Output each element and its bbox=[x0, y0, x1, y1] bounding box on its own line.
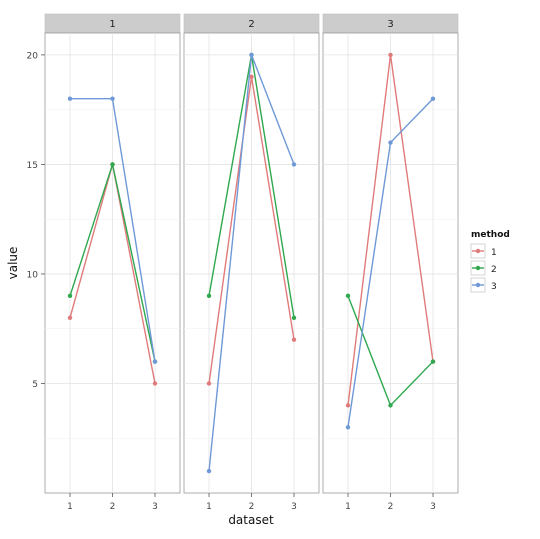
data-point-panel3-method3-x2 bbox=[388, 140, 393, 145]
data-point-panel3-method2-x2 bbox=[388, 403, 393, 408]
data-point-panel3-method3-x3 bbox=[430, 96, 436, 101]
facet-strip-label-1: 1 bbox=[109, 19, 115, 30]
x-tick-label-3-2: 2 bbox=[388, 502, 394, 512]
x-tick-label-2-2: 2 bbox=[249, 502, 255, 512]
y-tick-label-1: 5 bbox=[32, 380, 38, 390]
y-axis-title: value bbox=[6, 247, 20, 280]
y-tick-label-4: 20 bbox=[27, 51, 39, 61]
data-point-panel1-method1-x1 bbox=[67, 315, 73, 320]
legend-label-3: 3 bbox=[491, 282, 497, 292]
data-point-panel3-method1-x1 bbox=[345, 403, 351, 408]
data-point-panel1-method1-x3 bbox=[152, 381, 158, 386]
x-tick-label-1-1: 1 bbox=[67, 502, 73, 512]
data-point-panel3-method2-x3 bbox=[430, 359, 436, 364]
facet-strip-label-3: 3 bbox=[387, 19, 393, 30]
data-point-panel2-method3-x1 bbox=[206, 468, 212, 474]
legend-label-2: 2 bbox=[491, 265, 497, 275]
data-point-panel2-method1-x3 bbox=[291, 337, 297, 342]
x-tick-label-1-2: 2 bbox=[110, 502, 116, 512]
data-point-panel2-method1-x2 bbox=[249, 74, 254, 80]
data-point-panel2-method2-x3 bbox=[291, 315, 297, 320]
data-point-panel2-method1-x1 bbox=[206, 381, 212, 386]
data-point-panel1-method3-x2 bbox=[110, 96, 115, 101]
x-tick-label-3-3: 3 bbox=[430, 502, 436, 512]
data-point-panel1-method2-x2 bbox=[110, 162, 115, 167]
data-point-panel3-method2-x1 bbox=[345, 293, 351, 299]
legend-title: method bbox=[471, 230, 510, 240]
legend-key-point-1 bbox=[475, 248, 481, 254]
legend-label-1: 1 bbox=[491, 248, 497, 258]
x-tick-label-3-1: 1 bbox=[345, 502, 351, 512]
x-tick-label-2-1: 1 bbox=[206, 502, 212, 512]
x-tick-label-2-3: 3 bbox=[291, 502, 297, 512]
data-point-panel3-method1-x2 bbox=[388, 52, 393, 58]
y-tick-label-3: 15 bbox=[27, 161, 38, 171]
data-point-panel2-method3-x3 bbox=[291, 162, 297, 167]
x-axis-title: dataset bbox=[228, 513, 274, 527]
data-point-panel1-method3-x3 bbox=[152, 359, 158, 364]
y-tick-label-2: 10 bbox=[27, 270, 39, 280]
x-tick-label-1-3: 3 bbox=[152, 502, 158, 512]
legend-key-point-2 bbox=[475, 265, 481, 271]
data-point-panel3-method3-x1 bbox=[345, 425, 351, 430]
data-point-panel1-method2-x1 bbox=[67, 293, 73, 299]
data-point-panel2-method2-x1 bbox=[206, 293, 212, 299]
facet-strip-label-2: 2 bbox=[248, 19, 254, 30]
legend-key-point-3 bbox=[475, 282, 481, 288]
data-point-panel2-method3-x2 bbox=[249, 52, 254, 58]
data-point-panel1-method3-x1 bbox=[67, 96, 73, 101]
